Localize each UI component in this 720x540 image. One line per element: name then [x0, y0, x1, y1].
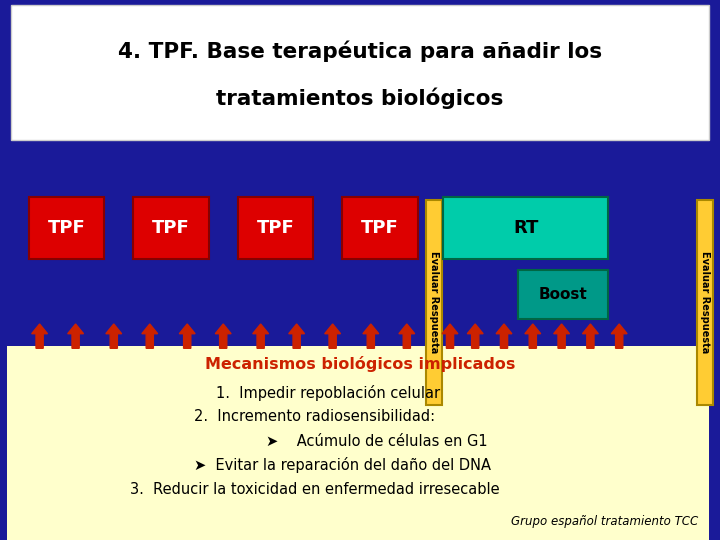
FancyArrow shape	[68, 324, 84, 348]
Text: 4. TPF. Base terapéutica para añadir los: 4. TPF. Base terapéutica para añadir los	[118, 40, 602, 62]
FancyArrow shape	[442, 324, 458, 348]
FancyBboxPatch shape	[29, 197, 104, 259]
Text: Grupo español tratamiento TCC: Grupo español tratamiento TCC	[511, 515, 698, 528]
Text: 2.  Incremento radiosensibilidad:: 2. Incremento radiosensibilidad:	[194, 409, 436, 424]
Text: ➤    Acúmulo de células en G1: ➤ Acúmulo de células en G1	[266, 434, 488, 449]
FancyArrow shape	[325, 324, 341, 348]
FancyBboxPatch shape	[342, 197, 418, 259]
FancyArrow shape	[496, 324, 512, 348]
FancyBboxPatch shape	[426, 200, 442, 405]
FancyBboxPatch shape	[518, 270, 608, 319]
FancyArrow shape	[582, 324, 598, 348]
FancyArrow shape	[179, 324, 195, 348]
Text: TPF: TPF	[48, 219, 86, 237]
Text: ➤  Evitar la reparación del daño del DNA: ➤ Evitar la reparación del daño del DNA	[194, 457, 491, 474]
Text: TPF: TPF	[256, 219, 294, 237]
FancyBboxPatch shape	[133, 197, 209, 259]
FancyArrow shape	[253, 324, 269, 348]
FancyArrow shape	[289, 324, 305, 348]
FancyArrow shape	[215, 324, 231, 348]
Text: Mecanismos biológicos implicados: Mecanismos biológicos implicados	[204, 356, 516, 373]
FancyBboxPatch shape	[238, 197, 313, 259]
Text: TPF: TPF	[361, 219, 399, 237]
FancyArrow shape	[525, 324, 541, 348]
Text: RT: RT	[513, 219, 539, 237]
Text: Evaluar Respuesta: Evaluar Respuesta	[700, 251, 710, 354]
FancyArrow shape	[467, 324, 483, 348]
FancyArrow shape	[554, 324, 570, 348]
Text: Boost: Boost	[539, 287, 588, 302]
Text: Evaluar Respuesta: Evaluar Respuesta	[429, 251, 439, 354]
FancyArrow shape	[363, 324, 379, 348]
FancyBboxPatch shape	[11, 5, 709, 140]
FancyArrow shape	[32, 324, 48, 348]
FancyArrow shape	[611, 324, 627, 348]
Text: 1.  Impedir repoblación celular: 1. Impedir repoblación celular	[216, 384, 440, 401]
Text: TPF: TPF	[152, 219, 190, 237]
FancyArrow shape	[106, 324, 122, 348]
FancyBboxPatch shape	[697, 200, 713, 405]
Text: 3.  Reducir la toxicidad en enfermedad irresecable: 3. Reducir la toxicidad en enfermedad ir…	[130, 482, 499, 497]
Text: tratamientos biológicos: tratamientos biológicos	[216, 87, 504, 109]
FancyBboxPatch shape	[443, 197, 608, 259]
FancyArrow shape	[399, 324, 415, 348]
FancyBboxPatch shape	[7, 346, 709, 540]
FancyArrow shape	[142, 324, 158, 348]
